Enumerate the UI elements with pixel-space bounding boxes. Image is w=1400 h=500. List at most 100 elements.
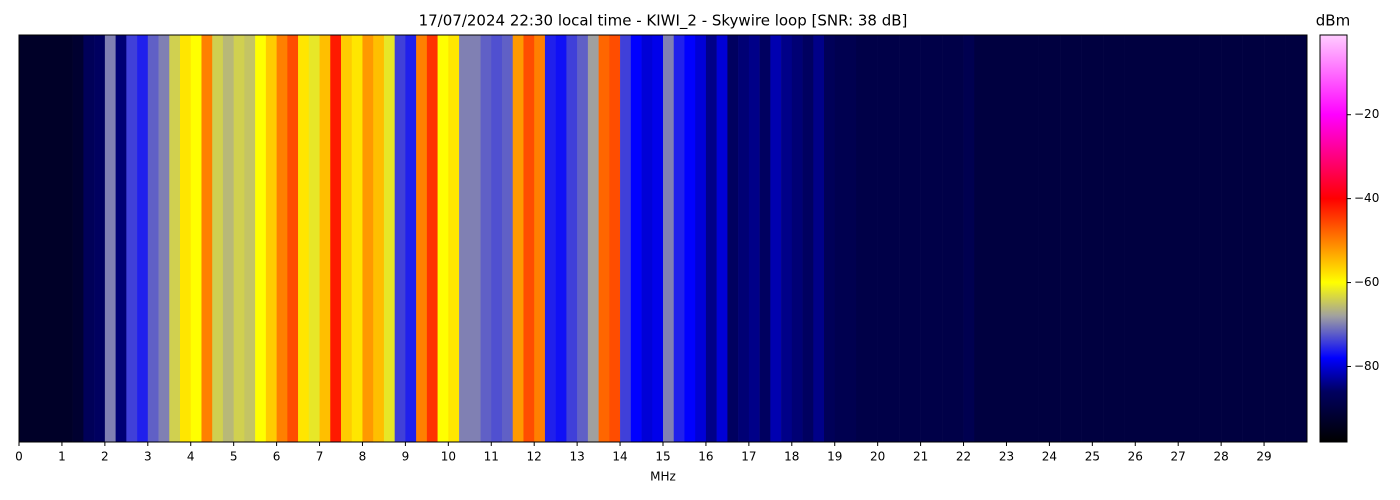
spectrum-cell — [963, 35, 975, 442]
spectrum-cell — [877, 35, 889, 442]
spectrum-cell — [1081, 35, 1093, 442]
spectrum-cell — [448, 35, 460, 442]
spectrum-cell — [620, 35, 632, 442]
x-tick-label: 15 — [655, 450, 670, 464]
spectrum-cell — [705, 35, 717, 442]
spectrum-cell — [383, 35, 395, 442]
x-tick-label: 6 — [273, 450, 281, 464]
spectrum-cell — [684, 35, 696, 442]
spectrum-cell — [824, 35, 836, 442]
spectrum-cell — [652, 35, 664, 442]
spectrum-cell — [985, 35, 997, 442]
spectrum-cell — [1285, 35, 1297, 442]
x-tick-label: 20 — [870, 450, 885, 464]
spectrum-cell — [942, 35, 954, 442]
spectrum-cell — [1264, 35, 1276, 442]
spectrum-cell — [341, 35, 353, 442]
spectrum-cell — [72, 35, 84, 442]
spectrum-cell — [265, 35, 277, 442]
spectrum-cell — [255, 35, 267, 442]
spectrum-cell — [598, 35, 610, 442]
x-tick-label: 13 — [569, 450, 584, 464]
spectrum-cell — [1027, 35, 1039, 442]
spectrum-cell — [94, 35, 106, 442]
spectrum-cell — [169, 35, 181, 442]
spectrum-cell — [641, 35, 653, 442]
spectrum-cell — [748, 35, 760, 442]
colorbar-tick-label: −40 — [1354, 191, 1379, 205]
spectrum-cell — [201, 35, 213, 442]
spectrum-cell — [791, 35, 803, 442]
spectrum-cell — [1113, 35, 1125, 442]
spectrum-cell — [51, 35, 63, 442]
x-tick-label: 1 — [58, 450, 66, 464]
x-tick-label: 0 — [15, 450, 23, 464]
spectrum-cell — [899, 35, 911, 442]
spectrum-cell — [1296, 35, 1308, 442]
spectrum-cell — [1124, 35, 1136, 442]
x-axis-label: MHz — [650, 470, 676, 484]
spectrum-cell — [738, 35, 750, 442]
spectrum-cell — [523, 35, 535, 442]
spectrum-cell — [663, 35, 675, 442]
spectrum-cell — [1017, 35, 1029, 442]
spectrum-cell — [1038, 35, 1050, 442]
spectrum-cell — [1070, 35, 1082, 442]
spectrum-cell — [137, 35, 149, 442]
spectrum-cell — [115, 35, 127, 442]
spectrum-cell — [394, 35, 406, 442]
x-tick-label: 7 — [316, 450, 324, 464]
spectrum-cell — [974, 35, 986, 442]
x-tick-label: 8 — [359, 450, 367, 464]
x-tick-label: 3 — [144, 450, 152, 464]
spectrum-cell — [609, 35, 621, 442]
spectrum-cell — [566, 35, 578, 442]
spectrum-cell — [244, 35, 256, 442]
spectrum-cell — [19, 35, 31, 442]
chart-title: 17/07/2024 22:30 local time - KIWI_2 - S… — [419, 12, 908, 31]
x-tick-label: 10 — [441, 450, 456, 464]
x-tick-label: 5 — [230, 450, 238, 464]
spectrum-cell — [233, 35, 245, 442]
x-tick-label: 24 — [1042, 450, 1057, 464]
colorbar — [1319, 34, 1348, 443]
spectrum-cell — [534, 35, 546, 442]
spectrum-cell — [695, 35, 707, 442]
spectrum-cell — [190, 35, 202, 442]
x-tick-label: 23 — [999, 450, 1014, 464]
spectrum-cell — [1006, 35, 1018, 442]
x-tick-label: 16 — [698, 450, 713, 464]
spectrum-cell — [180, 35, 192, 442]
spectrum-cell — [1156, 35, 1168, 442]
colorbar-tick-label: −60 — [1354, 275, 1379, 289]
spectrum-cell — [759, 35, 771, 442]
spectrum-cell — [1092, 35, 1104, 442]
spectrum-cell — [1231, 35, 1243, 442]
spectrum-cell — [716, 35, 728, 442]
spectrum-cell — [1103, 35, 1115, 442]
x-tick-label: 2 — [101, 450, 109, 464]
spectrum-cell — [480, 35, 492, 442]
spectrum-cell — [834, 35, 846, 442]
spectrum-cell — [555, 35, 567, 442]
spectrum-cell — [1146, 35, 1158, 442]
spectrum-cell — [222, 35, 234, 442]
spectrum-cell — [104, 35, 116, 442]
spectrum-cell — [61, 35, 73, 442]
spectrum-cell — [727, 35, 739, 442]
spectrum-cell — [362, 35, 374, 442]
spectrum-cell — [1274, 35, 1286, 442]
spectrum-cell — [491, 35, 503, 442]
spectrum-cell — [276, 35, 288, 442]
spectrum-cell — [147, 35, 159, 442]
spectrum-cell — [1253, 35, 1265, 442]
x-tick-label: 18 — [784, 450, 799, 464]
spectrum-cell — [437, 35, 449, 442]
x-tick-label: 26 — [1128, 450, 1143, 464]
spectrum-cell — [212, 35, 224, 442]
spectrum-cell — [770, 35, 782, 442]
spectrum-cell — [544, 35, 556, 442]
x-tick-label: 27 — [1171, 450, 1186, 464]
x-tick-label: 28 — [1213, 450, 1228, 464]
spectrum-cell — [426, 35, 438, 442]
